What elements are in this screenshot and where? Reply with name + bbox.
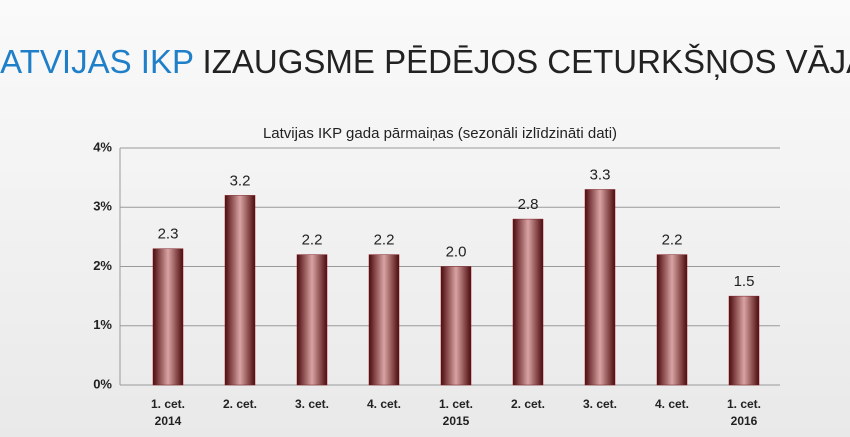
slide-title: LATVIJAS IKP IZAUGSME PĒDĒJOS CETURKŠŅOS…	[0, 43, 850, 80]
y-tick-label: 2%	[93, 258, 112, 273]
x-tick-year: 2014	[155, 414, 182, 428]
bar	[224, 195, 256, 386]
data-label: 2.2	[302, 232, 323, 249]
bar	[512, 218, 544, 386]
x-tick-year: 2015	[443, 414, 470, 428]
x-tick-label: 2. cet.	[511, 397, 545, 411]
x-tick-label: 3. cet.	[295, 397, 329, 411]
x-tick-label: 1. cet.	[439, 397, 473, 411]
title-highlight: LATVIJAS IKP	[0, 43, 193, 80]
x-tick-year: 2016	[731, 414, 758, 428]
y-tick-label: 0%	[93, 376, 112, 391]
bar	[440, 266, 472, 386]
title-rest: IZAUGSME PĒDĒJOS CETURKŠŅOS VĀJA	[203, 43, 850, 80]
data-label: 2.2	[662, 232, 683, 249]
data-label: 2.3	[158, 226, 179, 243]
bar	[728, 295, 760, 386]
data-label: 2.0	[446, 243, 467, 260]
bar	[368, 254, 400, 386]
bar	[584, 189, 616, 386]
data-label: 1.5	[734, 273, 755, 290]
x-tick-label: 1. cet.	[727, 397, 761, 411]
y-tick-label: 4%	[93, 139, 112, 154]
y-tick-label: 3%	[93, 199, 112, 214]
data-label: 2.8	[518, 196, 539, 213]
data-label: 3.2	[230, 172, 251, 189]
bar	[296, 254, 328, 386]
x-tick-label: 1. cet.	[151, 397, 185, 411]
data-label: 2.2	[374, 232, 395, 249]
x-tick-label: 3. cet.	[583, 397, 617, 411]
bar	[656, 254, 688, 386]
chart-title: Latvijas IKP gada pārmaiņas (sezonāli iz…	[263, 125, 617, 142]
x-tick-label: 2. cet.	[223, 397, 257, 411]
bar	[152, 248, 184, 386]
x-tick-label: 4. cet.	[655, 397, 689, 411]
x-tick-label: 4. cet.	[367, 397, 401, 411]
y-tick-label: 1%	[93, 317, 112, 332]
data-label: 3.3	[590, 166, 611, 183]
